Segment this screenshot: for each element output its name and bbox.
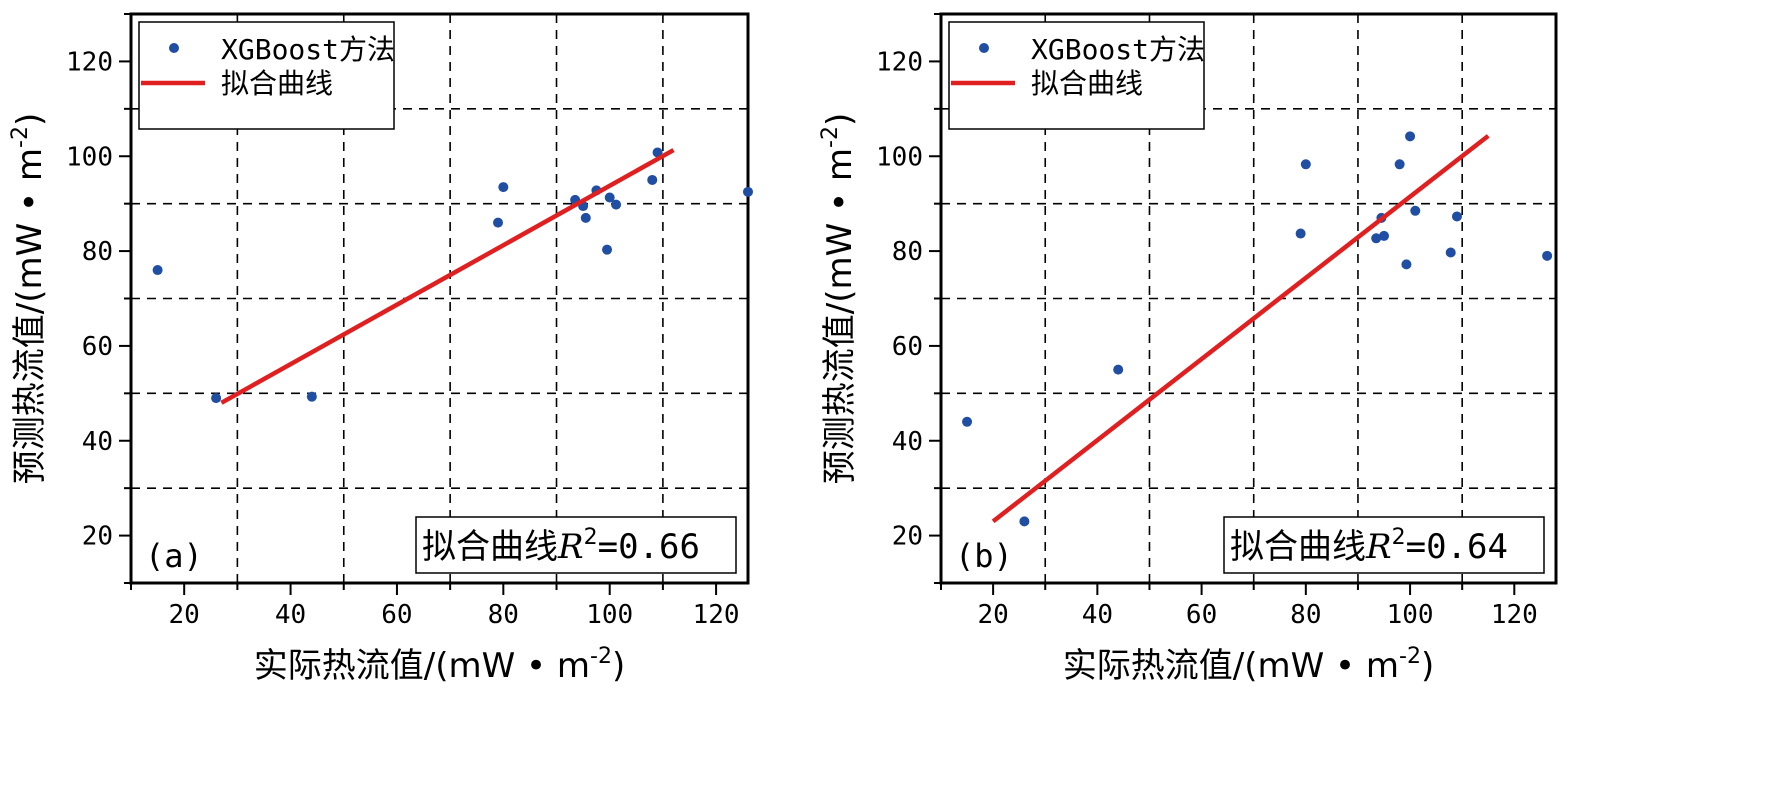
y-axis-label-close: ) xyxy=(10,113,50,126)
r2-sup: 2 xyxy=(584,525,598,550)
x-axis-label-main: 实际热流值/(mW • m xyxy=(1063,646,1399,686)
y-tick-label: 60 xyxy=(82,332,113,362)
data-point xyxy=(1295,228,1306,239)
x-axis-label-main: 实际热流值/(mW • m xyxy=(254,646,590,686)
r2-prefix: 拟合曲线 xyxy=(422,527,558,567)
legend-label-scatter: XGBoost方法 xyxy=(221,33,395,66)
legend-marker-scatter xyxy=(979,43,989,53)
data-point xyxy=(604,192,615,203)
x-axis-label: 实际热流值/(mW • m-2) xyxy=(254,644,625,686)
y-tick-label: 80 xyxy=(892,237,923,267)
data-point xyxy=(1113,364,1124,375)
y-tick-label: 20 xyxy=(892,522,923,552)
data-point xyxy=(1445,247,1456,258)
x-axis-label-close: ) xyxy=(1421,646,1434,686)
y-tick-label: 120 xyxy=(66,47,113,77)
x-tick-label: 80 xyxy=(488,600,519,630)
x-tick-label: 120 xyxy=(693,600,740,630)
x-axis-label-close: ) xyxy=(612,646,625,686)
data-point xyxy=(580,212,591,223)
r2-var: R xyxy=(557,527,584,567)
data-point xyxy=(498,182,509,193)
legend-marker-scatter xyxy=(169,43,179,53)
legend-label-scatter: XGBoost方法 xyxy=(1031,33,1205,66)
legend-label-line: 拟合曲线 xyxy=(1031,67,1143,100)
legend-label-line: 拟合曲线 xyxy=(221,67,333,100)
y-tick-label: 100 xyxy=(876,142,923,172)
r2-box xyxy=(1223,516,1545,574)
fit-line xyxy=(220,148,675,405)
y-axis-label-main: 预测热流值/(mW • m xyxy=(10,148,50,484)
panel-label: (a) xyxy=(145,537,203,575)
data-point xyxy=(1405,131,1416,142)
x-axis-label-sup: -2 xyxy=(1399,644,1421,669)
x-tick-label: 100 xyxy=(1387,600,1434,630)
x-tick-label: 20 xyxy=(169,600,200,630)
r2-prefix: 拟合曲线 xyxy=(1230,527,1366,567)
legend-box xyxy=(948,21,1205,130)
y-tick-label: 60 xyxy=(892,332,923,362)
data-point xyxy=(493,217,504,228)
x-tick-label: 60 xyxy=(1186,600,1217,630)
data-point xyxy=(152,265,163,276)
y-axis-label-sup: -2 xyxy=(8,126,33,148)
data-point xyxy=(611,199,622,210)
data-point xyxy=(1394,159,1405,170)
r2-sup: 2 xyxy=(1392,525,1406,550)
r2-value: =0.66 xyxy=(598,527,700,567)
y-axis-label-main: 预测热流值/(mW • m xyxy=(820,148,860,484)
data-point xyxy=(1371,233,1382,244)
data-point xyxy=(743,186,753,197)
y-tick-label: 80 xyxy=(82,237,113,267)
data-point xyxy=(306,391,317,402)
r2-box xyxy=(415,516,737,574)
data-point xyxy=(1401,259,1412,270)
legend-box xyxy=(138,21,395,130)
x-axis-label-sup: -2 xyxy=(590,644,612,669)
x-tick-label: 100 xyxy=(586,600,633,630)
y-axis-label: 预测热流值/(mW • m-2) xyxy=(8,113,50,484)
data-point xyxy=(647,174,658,185)
data-point xyxy=(1451,211,1462,222)
data-point xyxy=(1542,250,1553,261)
data-point xyxy=(1019,516,1030,527)
r2-var: R xyxy=(1365,527,1392,567)
y-tick-label: 40 xyxy=(892,427,923,457)
r2-annotation: 拟合曲线R2=0.64 xyxy=(1230,525,1508,567)
x-tick-label: 120 xyxy=(1491,600,1538,630)
y-axis-label-close: ) xyxy=(820,113,860,126)
y-tick-label: 120 xyxy=(876,47,923,77)
y-axis-label-sup: -2 xyxy=(818,126,843,148)
r2-value: =0.64 xyxy=(1406,527,1508,567)
x-tick-label: 80 xyxy=(1290,600,1321,630)
data-point xyxy=(1300,159,1311,170)
x-tick-label: 40 xyxy=(275,600,306,630)
x-tick-label: 60 xyxy=(381,600,412,630)
data-point xyxy=(211,393,222,404)
r2-annotation: 拟合曲线R2=0.66 xyxy=(422,525,700,567)
data-point xyxy=(962,416,973,427)
data-point xyxy=(652,147,663,158)
x-tick-label: 20 xyxy=(977,600,1008,630)
x-tick-label: 40 xyxy=(1082,600,1113,630)
x-axis-label: 实际热流值/(mW • m-2) xyxy=(1063,644,1434,686)
y-tick-label: 100 xyxy=(66,142,113,172)
data-point xyxy=(1379,230,1390,241)
data-point xyxy=(602,244,613,255)
y-tick-label: 40 xyxy=(82,427,113,457)
data-point xyxy=(1410,205,1421,216)
y-tick-label: 20 xyxy=(82,522,113,552)
fit-line xyxy=(991,134,1490,524)
panel-label: (b) xyxy=(955,537,1013,575)
y-axis-label: 预测热流值/(mW • m-2) xyxy=(818,113,860,484)
